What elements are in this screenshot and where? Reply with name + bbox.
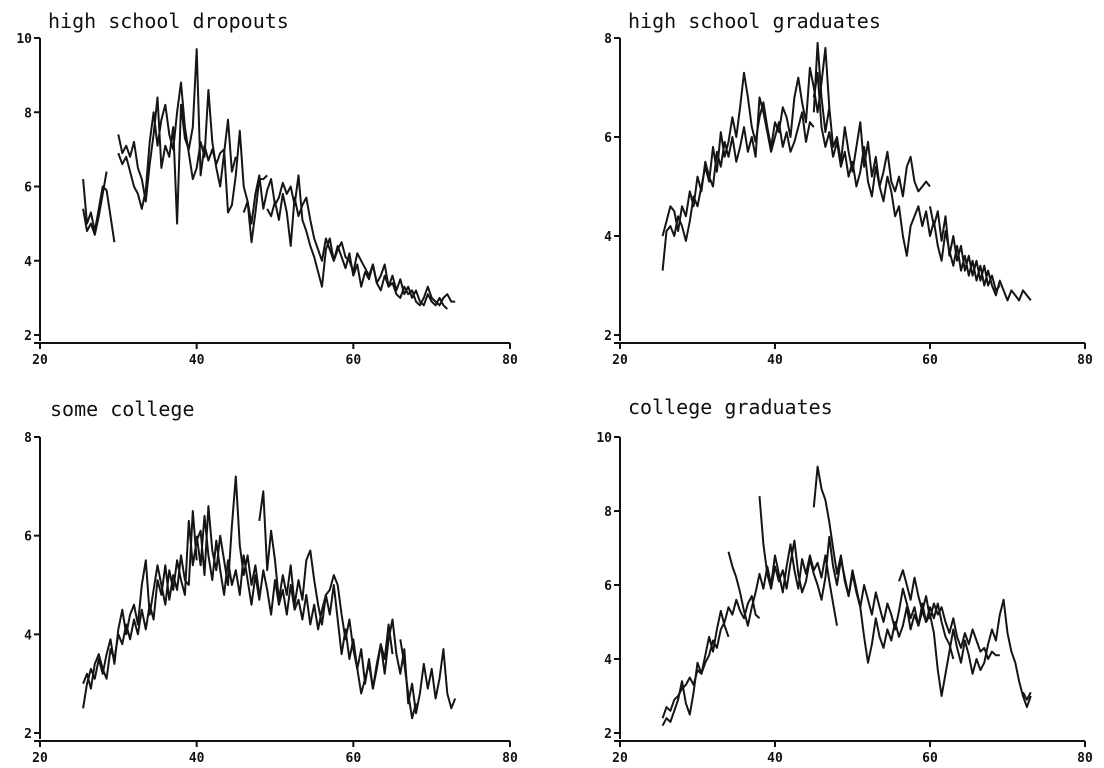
series-line [812, 41, 931, 198]
series-line [266, 192, 448, 310]
chart-panel: high school graduates 2 4 6 8 20 40 60 80 [604, 9, 1093, 368]
x-tick-label: 40 [189, 353, 205, 368]
series-line [82, 179, 116, 243]
series-line [812, 465, 1032, 709]
y-tick-label: 2 [604, 727, 612, 742]
series-line [82, 510, 198, 690]
y-tick-label: 8 [604, 32, 612, 47]
series-line [661, 609, 730, 727]
y-tick-label: 2 [604, 329, 612, 344]
series-line [117, 81, 237, 210]
y-tick-label: 6 [604, 131, 612, 146]
y-tick-label: 4 [24, 628, 32, 643]
x-tick-label: 80 [502, 353, 518, 368]
x-tick-label: 80 [1077, 751, 1093, 766]
y-tick-label: 2 [24, 727, 32, 742]
y-tick-label: 6 [24, 181, 32, 196]
x-tick-label: 60 [922, 353, 938, 368]
y-tick-label: 4 [604, 230, 612, 245]
series-line [399, 639, 417, 720]
x-tick-label: 60 [346, 353, 362, 368]
series-line [117, 48, 268, 244]
x-tick-label: 20 [612, 751, 628, 766]
y-tick-label: 10 [16, 32, 32, 47]
series-line [727, 543, 838, 627]
chart-title: some college [50, 397, 195, 421]
y-tick-label: 8 [24, 106, 32, 121]
series-line [758, 496, 955, 660]
x-tick-label: 20 [612, 353, 628, 368]
x-tick-label: 40 [767, 353, 783, 368]
x-tick-label: 20 [32, 353, 48, 368]
series-line [82, 171, 108, 236]
y-tick-label: 10 [596, 431, 612, 446]
x-tick-label: 20 [32, 751, 48, 766]
y-tick-label: 2 [24, 329, 32, 344]
series-line [195, 514, 394, 695]
x-tick-label: 80 [1077, 353, 1093, 368]
chart-panel: some college 2 4 6 8 20 40 60 80 [24, 397, 518, 766]
chart-panel: high school dropouts 2 4 6 8 10 20 40 60 80 [16, 9, 518, 368]
x-tick-label: 40 [189, 751, 205, 766]
y-tick-label: 6 [604, 579, 612, 594]
y-tick-label: 8 [24, 431, 32, 446]
x-tick-label: 80 [502, 751, 518, 766]
chart-title: college graduates [628, 395, 833, 419]
y-tick-label: 6 [24, 530, 32, 545]
series-line [661, 96, 815, 237]
x-tick-label: 40 [767, 751, 783, 766]
x-tick-label: 60 [346, 751, 362, 766]
x-tick-label: 60 [922, 751, 938, 766]
series-line [242, 174, 456, 307]
chart-title: high school graduates [628, 9, 881, 33]
chart-title: high school dropouts [48, 9, 289, 33]
y-tick-label: 4 [604, 653, 612, 668]
chart-panel: college graduates 2 4 6 8 10 20 40 60 80 [596, 395, 1093, 766]
series-line [1022, 691, 1032, 701]
series-line [929, 206, 1001, 292]
y-tick-label: 8 [604, 505, 612, 520]
y-tick-label: 4 [24, 255, 32, 270]
series-line [661, 46, 831, 271]
series-line [812, 71, 916, 257]
series-line [898, 569, 1000, 660]
series-line [258, 490, 457, 715]
